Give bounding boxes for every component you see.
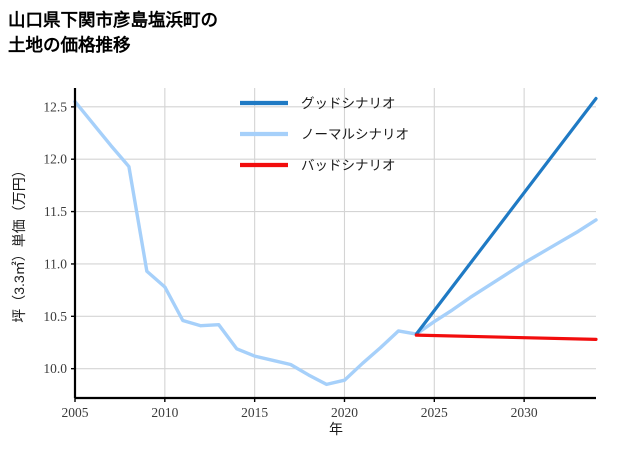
series-line-normal — [73, 99, 598, 387]
y-tick-label: 11.5 — [44, 204, 67, 219]
legend-label-1: ノーマルシナリオ — [301, 127, 409, 142]
y-tick-label: 10.0 — [43, 361, 67, 376]
page-title: 山口県下関市彦島塩浜町の 土地の価格推移 — [8, 10, 218, 55]
x-tick-label: 2025 — [421, 405, 448, 420]
y-axis-title: 坪（3.3㎡）単価（万円） — [11, 163, 27, 322]
x-tick-label: 2030 — [511, 405, 538, 420]
x-tick-label: 2020 — [331, 405, 358, 420]
y-tick-label: 10.5 — [43, 309, 67, 324]
x-tick-label: 2005 — [62, 405, 89, 420]
series-line-good — [414, 96, 598, 336]
x-tick-label: 2015 — [241, 405, 268, 420]
plot-area-background — [75, 88, 596, 398]
y-axis-ticks: 10.0 10.5 11.0 11.5 12.0 12.5 — [43, 99, 75, 376]
y-tick-label: 11.0 — [44, 256, 67, 271]
data-series-group — [73, 96, 598, 387]
y-tick-label: 12.0 — [43, 152, 67, 167]
series-line-bad — [414, 333, 598, 341]
x-axis-ticks: 2005 2010 2015 2020 2025 2030 — [62, 398, 538, 420]
legend-label-2: バッドシナリオ — [301, 158, 396, 173]
x-axis-title: 年 — [329, 421, 343, 437]
legend-label-0: グッドシナリオ — [301, 96, 396, 111]
y-tick-label: 12.5 — [43, 99, 67, 114]
x-tick-label: 2010 — [151, 405, 178, 420]
